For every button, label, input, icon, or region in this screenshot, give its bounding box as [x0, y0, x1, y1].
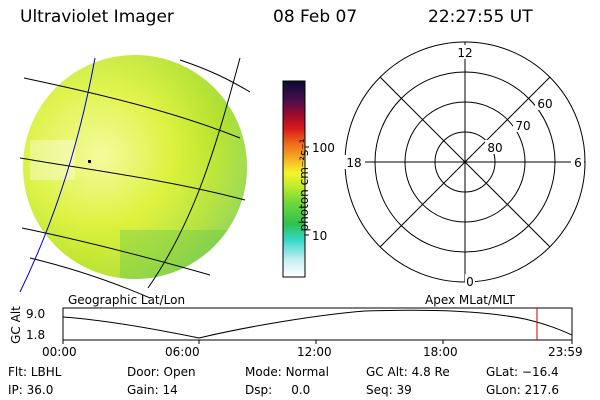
time-tick-1800: 18:00 — [423, 345, 458, 359]
colorbar-tick-10: 10 — [312, 229, 328, 243]
lat-label-80: 80 — [487, 141, 502, 155]
time-tick-1200: 12:00 — [297, 345, 332, 359]
lat-label-70: 70 — [515, 119, 530, 133]
mlt-label-0: 0 — [466, 275, 474, 289]
colorbar — [282, 80, 309, 278]
orbit-altitude-plot — [62, 307, 573, 344]
gc-alt-tick-min: 1.8 — [26, 328, 46, 342]
info-door: Door: Open — [127, 365, 196, 379]
altitude-curve — [62, 309, 573, 339]
info-ip: IP: 36.0 — [8, 383, 54, 397]
lat-label-60: 60 — [537, 97, 552, 111]
apex-grid-title: Apex MLat/MLT — [425, 293, 515, 307]
info-mode: Mode: Normal — [245, 365, 329, 379]
uv-image-panel — [19, 55, 251, 298]
info-gc-alt: GC Alt: 4.8 Re — [366, 365, 450, 379]
observation-date: 08 Feb 07 — [273, 7, 358, 27]
info-dsp: Dsp: 0.0 — [245, 383, 311, 397]
info-gain: Gain: 14 — [127, 383, 178, 397]
terminator-line — [19, 57, 96, 293]
mlt-label-6: 6 — [574, 156, 582, 170]
info-filter: Flt: LBHL — [8, 365, 62, 379]
info-glon: GLon: 217.6 — [486, 383, 559, 397]
geographic-grid — [19, 57, 251, 298]
time-tick-0600: 06:00 — [165, 345, 200, 359]
gc-alt-axis-label: GC Alt — [9, 306, 23, 344]
info-glat: GLat: −16.4 — [486, 365, 559, 379]
time-tick-2359: 23:59 — [548, 345, 583, 359]
colorbar-unit-label: photon cm⁻²s⁻¹ — [297, 138, 311, 232]
instrument-title: Ultraviolet Imager — [20, 7, 174, 27]
gc-alt-tick-max: 9.0 — [26, 307, 46, 321]
star-dot — [88, 160, 91, 163]
observation-time: 22:27:55 UT — [428, 7, 533, 27]
mlt-label-18: 18 — [346, 156, 361, 170]
info-seq: Seq: 39 — [366, 383, 412, 397]
time-tick-0000: 00:00 — [42, 345, 77, 359]
mlat-mlt-polar-plot: 12 18 6 0 60 70 80 — [343, 41, 586, 289]
colorbar-tick-100: 100 — [312, 141, 335, 155]
geographic-grid-title: Geographic Lat/Lon — [68, 293, 186, 307]
mlt-label-12: 12 — [457, 46, 472, 60]
